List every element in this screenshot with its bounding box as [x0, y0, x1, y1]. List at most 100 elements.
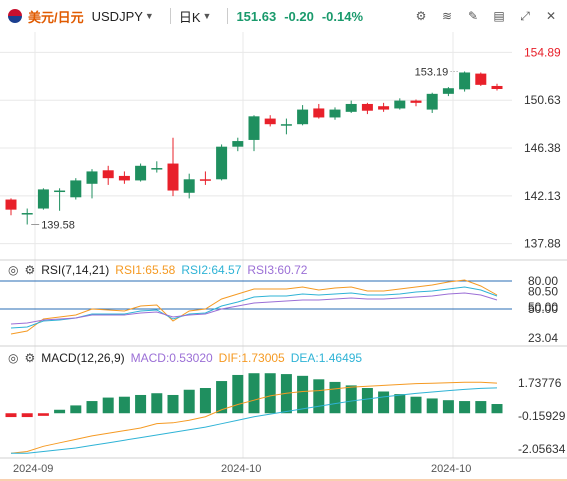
rsi-line-1 [10, 279, 498, 335]
adjust-icon[interactable]: ≋ [441, 9, 453, 23]
macd-histogram-bar [135, 394, 147, 414]
candle-body [37, 189, 49, 209]
divider [227, 8, 229, 24]
indicator-icon[interactable]: ▤ [493, 9, 505, 23]
macd-histogram-bar [394, 394, 406, 414]
eye-icon[interactable]: ◎ [8, 263, 19, 277]
candle-body [183, 179, 195, 193]
dif-line [10, 381, 498, 454]
macd-tick-label: -0.15929 [518, 409, 566, 423]
candle-body [378, 106, 390, 110]
rsi1-value: RSI1:65.58 [115, 263, 176, 277]
candle-body [167, 163, 179, 191]
candle-body [475, 73, 487, 85]
candle-body [216, 146, 228, 180]
candle-body [86, 171, 98, 184]
symbol-code[interactable]: USDJPY [91, 8, 143, 24]
candle-body [135, 165, 147, 181]
macd-histogram-bar [118, 396, 130, 414]
price-tick-label: 154.89 [524, 45, 561, 59]
rsi-title: RSI(7,14,21) [41, 263, 110, 277]
interval-selector[interactable]: 日K [178, 9, 201, 25]
rsi2-value: RSI2:64.57 [181, 263, 242, 277]
candle-body [459, 72, 471, 90]
macd-histogram-bar [361, 388, 373, 414]
macd-histogram-bar [102, 397, 114, 414]
macd-histogram-bar [21, 413, 33, 418]
macd-histogram-bar [151, 393, 163, 414]
draw-icon[interactable]: ✎ [467, 9, 479, 23]
divider [169, 8, 171, 24]
macd-histogram-bar [167, 394, 179, 414]
macd-histogram-bar [475, 401, 487, 414]
candle-body [329, 109, 341, 118]
rsi-tick-label: 50.00 [528, 300, 558, 314]
candle-body [21, 213, 33, 215]
candle-body [426, 93, 438, 110]
macd-histogram-bar [183, 389, 195, 414]
candle-body [410, 100, 422, 103]
rsi-legend: ◎ ⚙ RSI(7,14,21) RSI1:65.58 RSI2:64.57 R… [8, 263, 307, 277]
macd-histogram-bar [491, 404, 503, 414]
candle-body [5, 199, 17, 210]
rsi-tick-label: 80.50 [528, 285, 558, 299]
candle-body [102, 170, 114, 179]
x-tick-label: 2024-10 [431, 463, 471, 475]
dea-value: DEA:1.46495 [290, 351, 363, 365]
macd-tick-label: 1.73776 [518, 376, 562, 390]
gear-icon[interactable]: ⚙ [24, 263, 36, 277]
price-tick-label: 142.13 [524, 189, 561, 203]
rsi-line-2 [10, 286, 498, 329]
candle-body [361, 103, 373, 111]
dif-value: DIF:1.73005 [218, 351, 285, 365]
candle-body [151, 168, 163, 170]
usd-jpy-flag-icon [8, 9, 22, 23]
macd-histogram-bar [54, 409, 66, 414]
macd-histogram-bar [345, 385, 357, 414]
macd-histogram-bar [232, 374, 244, 414]
eye-icon[interactable]: ◎ [8, 351, 19, 365]
low-annotation-label: 139.58 [41, 219, 75, 231]
macd-histogram-bar [378, 391, 390, 414]
macd-title: MACD(12,26,9) [41, 351, 125, 365]
macd-tick-label: -2.05634 [518, 442, 566, 456]
price-tick-label: 150.63 [524, 93, 561, 107]
rsi-line-3 [10, 292, 498, 325]
last-price: 151.63 [236, 8, 277, 24]
candle-body [313, 108, 325, 118]
symbol-name[interactable]: 美元/日元 [28, 9, 84, 25]
candle-body [442, 88, 454, 94]
candle-body [345, 103, 357, 112]
candle-body [118, 175, 130, 181]
macd-histogram-bar [313, 379, 325, 414]
gear-icon[interactable]: ⚙ [24, 351, 36, 365]
price-tick-label: 146.38 [524, 141, 561, 155]
fullscreen-icon[interactable]: ⤢ [520, 8, 530, 23]
rsi-tick-label: 80.00 [528, 274, 558, 288]
settings-icon[interactable]: ⚙ [415, 9, 427, 23]
macd-histogram-bar [199, 388, 211, 414]
close-icon[interactable]: ✕ [545, 9, 557, 23]
price-change: -0.20 [284, 8, 314, 24]
macd-histogram-bar [248, 373, 260, 414]
rsi3-value: RSI3:60.72 [247, 263, 308, 277]
candle-body [70, 180, 82, 198]
x-tick-label: 2024-10 [221, 463, 261, 475]
interval-chevron-down-icon[interactable]: ▼ [202, 11, 212, 21]
macd-histogram-bar [297, 375, 309, 414]
candle-body [394, 100, 406, 109]
candle-body [297, 109, 309, 125]
macd-histogram-bar [329, 381, 341, 414]
chevron-down-icon[interactable]: ▼ [144, 11, 154, 21]
macd-histogram-bar [426, 398, 438, 414]
macd-histogram-bar [410, 396, 422, 414]
rsi-tick-label: 50.00 [528, 302, 558, 316]
price-tick-label: 137.88 [524, 237, 561, 251]
high-annotation-label: 153.19 [415, 66, 449, 78]
macd-histogram-bar [459, 401, 471, 414]
toolbar: ⚙ ≋ ✎ ▤ ⤢ ✕ [411, 6, 561, 26]
candle-body [491, 85, 503, 90]
candle-body [54, 190, 66, 193]
price-change-percent: -0.14% [321, 8, 364, 24]
